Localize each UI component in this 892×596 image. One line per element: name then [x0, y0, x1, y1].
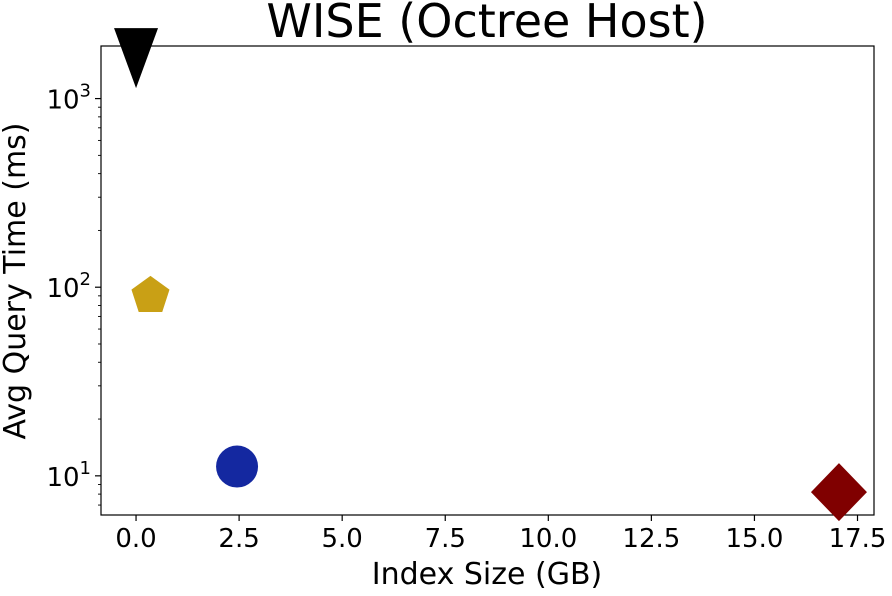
x-tick-label: 7.5 [425, 524, 466, 554]
x-tick-label: 15.0 [725, 524, 783, 554]
data-point-triangle-down [114, 28, 159, 89]
x-tick-label: 10.0 [519, 524, 577, 554]
data-point-diamond [810, 463, 867, 522]
x-tick-label: 2.5 [218, 524, 259, 554]
y-tick-label: 101 [46, 458, 91, 493]
y-axis-label: Avg Query Time (ms) [0, 122, 33, 439]
y-tick-label: 103 [46, 81, 91, 116]
chart-title: WISE (Octree Host) [266, 0, 707, 48]
x-axis-label: Index Size (GB) [372, 557, 602, 592]
x-tick-label: 12.5 [622, 524, 680, 554]
y-tick-label: 102 [46, 269, 91, 304]
x-tick-label: 17.5 [829, 524, 887, 554]
data-point-circle [216, 445, 259, 488]
axes-layer: 0.0 2.5 5.0 7.5 10.0 12.5 15.0 17.5 101 102 103 [46, 45, 887, 554]
x-tick-label: 0.0 [115, 524, 156, 554]
data-point-pentagon [131, 275, 170, 313]
marks-layer [114, 28, 867, 522]
x-tick-label: 5.0 [321, 524, 362, 554]
plot-frame [100, 45, 875, 516]
